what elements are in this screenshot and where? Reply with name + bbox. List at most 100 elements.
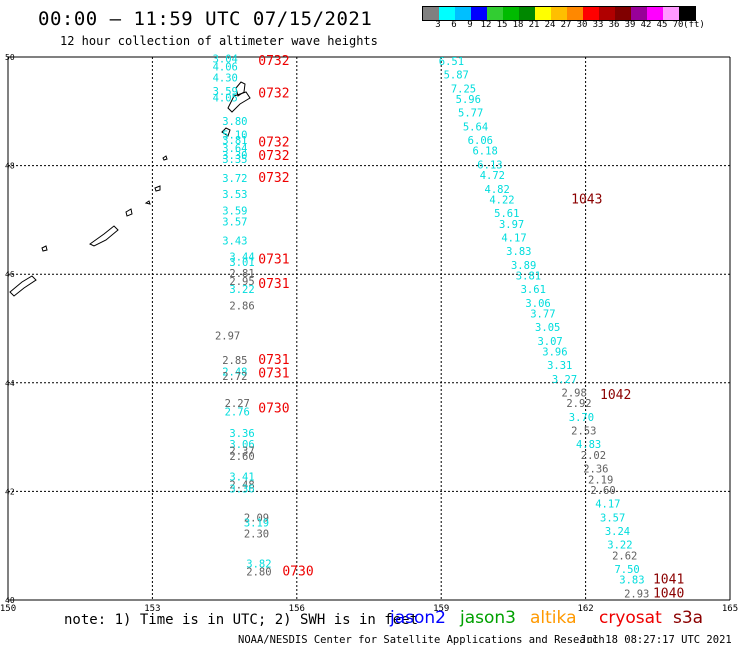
- kuril-island-5: [154, 185, 161, 192]
- track-time-label: 0732: [258, 54, 289, 69]
- swh-value-label: 3.22: [229, 284, 254, 296]
- swh-value-label: 3.04: [213, 53, 238, 65]
- colorbar-label: 18: [512, 20, 524, 30]
- swh-value-label: 5.96: [456, 94, 481, 106]
- colorbar-label: 33: [592, 20, 604, 30]
- colorbar-label: 24: [544, 20, 556, 30]
- swh-value-label: 2.36: [583, 463, 608, 475]
- swh-value-label: 6.51: [439, 56, 464, 68]
- footnote: note: 1) Time is in UTC; 2) SWH is in fe…: [64, 612, 419, 628]
- swh-value-label: 3.83: [619, 575, 644, 587]
- colorbar-label: 9: [467, 20, 473, 30]
- swh-value-label: 3.61: [521, 284, 546, 296]
- swh-value-label: 5.10: [222, 129, 247, 141]
- swh-value-label: 2.27: [225, 398, 250, 410]
- swh-value-label: 3.59: [213, 86, 238, 98]
- swh-value-label: 2.97: [215, 330, 240, 342]
- swh-value-label: 4.30: [213, 72, 238, 84]
- swh-value-label: 6.18: [472, 146, 497, 158]
- swh-value-label: 3.22: [607, 539, 632, 551]
- swh-value-label: 3.36: [229, 428, 254, 440]
- swh-value-label: 3.31: [547, 360, 572, 372]
- colorbar-label: 36: [608, 20, 620, 30]
- swh-value-label: 3.96: [542, 347, 567, 359]
- colorbar-swatch: [503, 7, 519, 20]
- colorbar-swatch: [583, 7, 599, 20]
- swh-value-label: 3.36: [229, 483, 254, 495]
- swh-value-label: 3.06: [525, 298, 550, 310]
- track-time-label: 0730: [282, 565, 313, 580]
- track-labels: 0732073207320732073207310731073107310730…: [258, 54, 684, 601]
- swh-value-label: 2.86: [229, 300, 254, 312]
- lon-tick-label: 162: [577, 604, 593, 614]
- track-time-label: 1043: [571, 193, 602, 208]
- swh-value-label: 3.81: [516, 271, 541, 283]
- swh-value-label: 2.53: [571, 425, 596, 437]
- lat-tick-label: 44: [5, 379, 15, 388]
- swh-value-label: 2.76: [225, 406, 250, 418]
- track-time-label: 0732: [258, 87, 289, 102]
- colorbar-label: 42: [640, 20, 652, 30]
- kuril-island-6: [125, 208, 133, 217]
- track-time-label: 0731: [258, 366, 289, 381]
- swh-value-label: 5.77: [458, 108, 483, 120]
- coastline: [9, 81, 251, 297]
- swh-value-label: 2.60: [229, 451, 254, 463]
- swh-value-label: 2.95: [229, 276, 254, 288]
- swh-value-label: 6.13: [477, 159, 502, 171]
- track-time-label: 1042: [600, 388, 631, 403]
- lon-tick-label: 153: [144, 604, 160, 614]
- colorbar-label: 39: [624, 20, 636, 30]
- colorbar-swatch: [423, 7, 439, 20]
- track-time-label: 0732: [258, 149, 289, 164]
- swh-value-label: 3.72: [222, 173, 247, 185]
- swh-value-label: 2.98: [562, 387, 587, 399]
- swh-value-label: 4.17: [595, 499, 620, 511]
- lat-tick-label: 42: [5, 487, 15, 496]
- swh-value-label: 3.27: [552, 374, 577, 386]
- colorbar-swatch: [679, 7, 695, 20]
- swh-value-label: 2.80: [246, 567, 271, 579]
- lon-tick-label: 159: [433, 604, 449, 614]
- swh-value-label: 3.35: [222, 154, 247, 166]
- track-time-label: 0731: [258, 353, 289, 368]
- swh-value-label: 3.83: [506, 246, 531, 258]
- colorbar-swatch: [455, 7, 471, 20]
- colorbar-swatch: [519, 7, 535, 20]
- kuril-island-10: [144, 200, 151, 205]
- map-grid: 150 153 156 159 162 165 50 48 46 44 42 40: [0, 53, 738, 614]
- credit-line: NOAA/NESDIS Center for Satellite Applica…: [238, 634, 605, 646]
- swh-value-label: 5.61: [494, 208, 519, 220]
- swh-value-label: 3.53: [222, 189, 247, 201]
- colorbar-label: (ft): [683, 20, 705, 30]
- swh-value-label: 2.30: [244, 529, 269, 541]
- swh-value-label: 4.06: [213, 62, 238, 74]
- swh-value-label: 2.62: [612, 550, 637, 562]
- timestamp: Jul 18 08:27:17 UTC 2021: [580, 634, 732, 646]
- lat-tick-label: 50: [5, 53, 15, 62]
- legend-jason2: jason2: [390, 608, 446, 628]
- swh-value-label: 2.09: [244, 512, 269, 524]
- swh-value-label: 7.50: [614, 564, 639, 576]
- colorbar-label: 30: [576, 20, 588, 30]
- swh-value-label: 3.19: [244, 518, 269, 530]
- swh-value-label: 3.06: [229, 439, 254, 451]
- colorbar-swatch: [471, 7, 487, 20]
- legend-jason3: jason3: [460, 608, 516, 628]
- lon-tick-label: 165: [722, 604, 738, 614]
- swh-value-label: 3.30: [222, 150, 247, 162]
- colorbar-label: 21: [528, 20, 540, 30]
- swh-value-label: 4.17: [501, 233, 526, 245]
- track-time-label: 0731: [258, 252, 289, 267]
- legend-altika: altika: [530, 608, 577, 628]
- track-time-label: 1041: [653, 573, 684, 588]
- colorbar-label: 6: [451, 20, 457, 30]
- swh-value-label: 3.81: [222, 135, 247, 147]
- page-subtitle: 12 hour collection of altimeter wave hei…: [60, 34, 378, 48]
- colorbar-swatch: [663, 7, 679, 20]
- swh-value-label: 3.59: [222, 205, 247, 217]
- colorbar-label: 3: [435, 20, 441, 30]
- swh-value-label: 2.48: [222, 367, 247, 379]
- swh-value-label: 3.89: [511, 260, 536, 272]
- track-time-label: 1040: [653, 586, 684, 601]
